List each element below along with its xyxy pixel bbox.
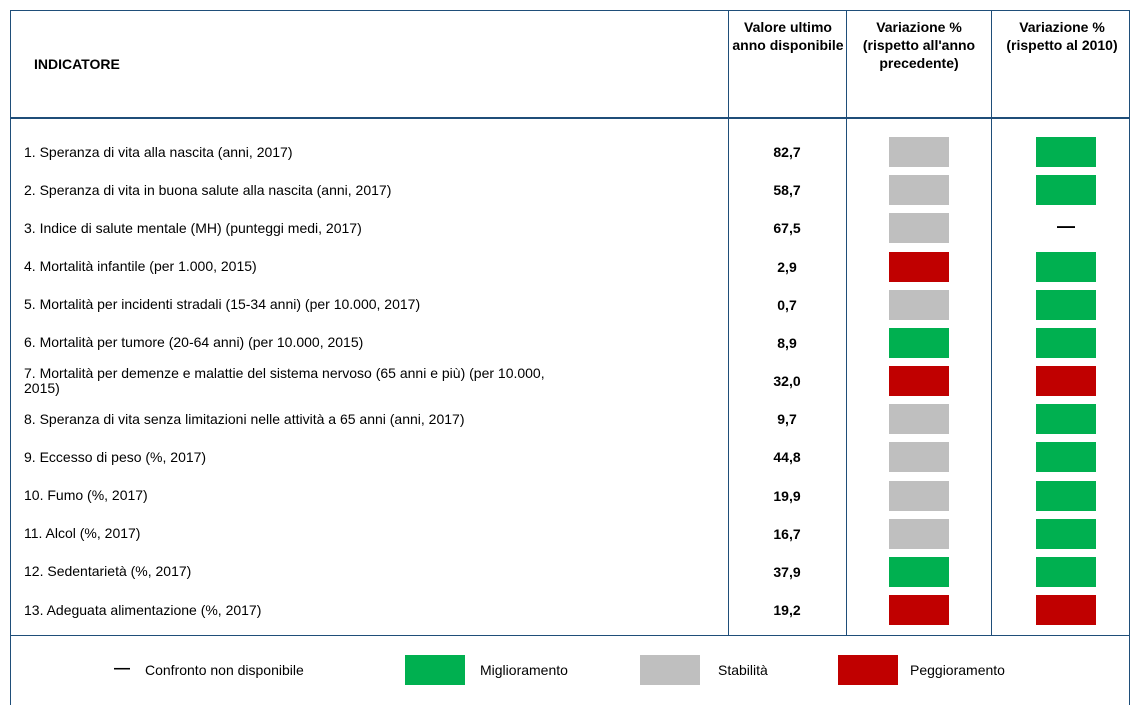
indicator-text: 12. Sedentarietà (%, 2017) [24, 563, 192, 580]
status-box [889, 518, 949, 549]
indicator-text: 2. Speranza di vita in buona salute alla… [24, 181, 392, 198]
header-divider [10, 117, 1130, 119]
value-text: 8,9 [777, 334, 797, 351]
indicator-text: 5. Mortalità per incidenti stradali (15-… [24, 296, 421, 313]
status-box [889, 366, 949, 397]
value-text: 9,7 [777, 411, 797, 428]
table-frame [10, 10, 1130, 705]
value-text: 82,7 [773, 144, 801, 160]
status-box [889, 251, 949, 282]
value-text: 32,0 [773, 373, 801, 390]
status-box [1036, 327, 1096, 358]
indicator-text: 9. Eccesso di peso (%, 2017) [24, 448, 207, 465]
legend-swatch [838, 655, 898, 685]
status-box [1036, 251, 1096, 282]
value-text: 16,7 [773, 525, 801, 542]
header-change-2010: Variazione % (rispetto al 2010) [1006, 19, 1118, 53]
status-box [1036, 442, 1096, 473]
indicator-text: 1. Speranza di vita alla nascita (anni, … [24, 143, 293, 160]
indicator-text: 4. Mortalità infantile (per 1.000, 2015) [24, 258, 257, 274]
indicator-text: 8. Speranza di vita senza limitazioni ne… [24, 410, 465, 427]
value-text: 67,5 [773, 220, 801, 237]
value-text: 0,7 [777, 296, 797, 313]
column-divider [728, 10, 729, 635]
indicator-text: 6. Mortalità per tumore (20-64 anni) (pe… [24, 334, 364, 351]
legend-swatch [405, 655, 465, 685]
indicator-text: 10. Fumo (%, 2017) [24, 487, 148, 504]
status-box [1036, 289, 1096, 320]
not-available-dash: — [1057, 216, 1075, 237]
status-box [1036, 595, 1096, 626]
status-box [1036, 404, 1096, 435]
legend-label: Miglioramento [480, 662, 568, 678]
status-box [889, 404, 949, 435]
indicator-text: 11. Alcol (%, 2017) [24, 525, 141, 542]
value-text: 2,9 [777, 258, 797, 275]
legend-label: Stabilità [718, 662, 768, 678]
header-value: Valore ultimo anno disponibile [732, 19, 844, 53]
value-text: 37,9 [773, 563, 801, 580]
legend-symbol: — [114, 660, 130, 677]
status-box [889, 327, 949, 358]
legend-swatch [640, 655, 700, 685]
status-box [889, 442, 949, 473]
legend-divider [10, 635, 1130, 636]
status-box [889, 480, 949, 511]
status-box [1036, 480, 1096, 511]
value-text: 58,7 [773, 182, 801, 199]
status-box [889, 175, 949, 206]
header-indicator: INDICATORE [34, 56, 120, 72]
status-box [889, 595, 949, 626]
status-box [889, 213, 949, 244]
indicator-text: 3. Indice di salute mentale (MH) (punteg… [24, 219, 362, 236]
status-box [1036, 366, 1096, 397]
status-box [889, 137, 949, 167]
value-text: 19,2 [773, 602, 801, 619]
header-change-prev: Variazione % (rispetto all'anno preceden… [862, 19, 976, 71]
status-box [889, 556, 949, 587]
value-text: 19,9 [773, 487, 801, 504]
status-box [1036, 518, 1096, 549]
legend-label: Peggioramento [910, 662, 1005, 678]
status-box [1036, 137, 1096, 167]
indicator-text: 13. Adeguata alimentazione (%, 2017) [24, 601, 262, 618]
indicator-text: 7. Mortalità per demenze e malattie del … [24, 365, 545, 397]
status-box [1036, 175, 1096, 206]
legend-label: Confronto non disponibile [145, 662, 304, 678]
value-text: 44,8 [773, 449, 801, 466]
status-box [889, 289, 949, 320]
status-box [1036, 556, 1096, 587]
column-divider [846, 10, 847, 635]
column-divider [991, 10, 992, 635]
